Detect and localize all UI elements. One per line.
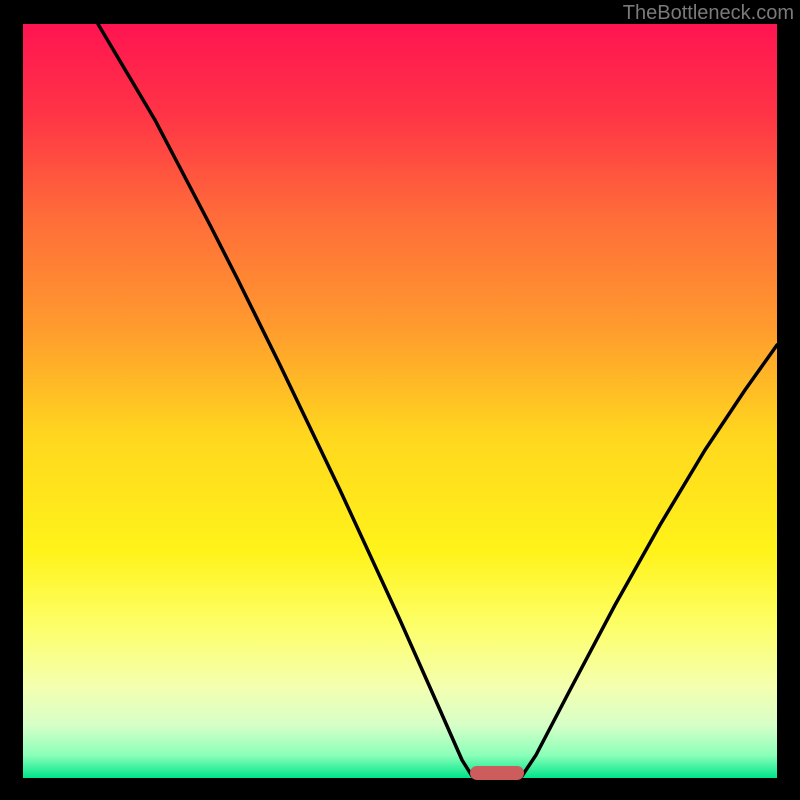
plot-background <box>23 24 777 778</box>
chart-svg <box>0 0 800 800</box>
curve-right-branch <box>522 345 777 776</box>
minimum-marker <box>470 766 524 780</box>
watermark-text: TheBottleneck.com <box>623 2 794 25</box>
chart-container: TheBottleneck.com <box>0 0 800 800</box>
curve-left-branch <box>98 24 472 776</box>
